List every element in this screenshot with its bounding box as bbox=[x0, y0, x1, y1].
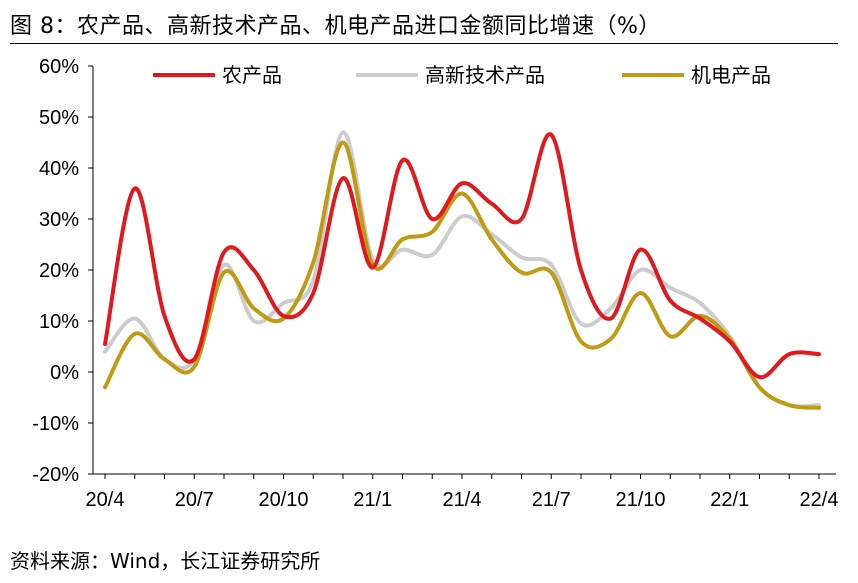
title-divider bbox=[10, 43, 838, 44]
series-line-hightech bbox=[103, 130, 821, 409]
series-line-mech bbox=[103, 140, 821, 410]
y-tick-label: 20% bbox=[39, 260, 79, 282]
legend-label: 农产品 bbox=[222, 63, 282, 87]
x-tick-label: 20/4 bbox=[86, 489, 125, 511]
x-tick-label: 21/1 bbox=[353, 489, 392, 511]
x-tick-label: 20/7 bbox=[175, 489, 214, 511]
y-tick-label: 30% bbox=[39, 209, 79, 231]
legend-label: 机电产品 bbox=[691, 63, 771, 87]
x-tick-label: 21/7 bbox=[532, 489, 571, 511]
legend-item-hightech: 高新技术产品 bbox=[356, 63, 545, 87]
y-tick-label: -20% bbox=[32, 464, 79, 486]
chart-axes: -20% -10% 0% 10% 20% 30% 40% 50% 60% 20/4 20/7 20/1… bbox=[32, 56, 838, 511]
legend-label: 高新技术产品 bbox=[425, 63, 545, 87]
legend-item-agri: 农产品 bbox=[153, 63, 282, 87]
y-tick-label: 60% bbox=[39, 56, 79, 78]
x-tick-label: 21/4 bbox=[443, 489, 482, 511]
y-tick-label: 50% bbox=[39, 107, 79, 129]
y-tick-label: 0% bbox=[50, 362, 79, 384]
chart-series bbox=[103, 130, 821, 410]
y-tick-label: 10% bbox=[39, 311, 79, 333]
chart-title: 图 8：农产品、高新技术产品、机电产品进口金额同比增速（%） bbox=[10, 14, 661, 39]
y-tick-label: 40% bbox=[39, 158, 79, 180]
x-tick-label: 22/1 bbox=[710, 489, 749, 511]
source-note: 资料来源：Wind，长江证券研究所 bbox=[10, 549, 321, 573]
series-line-agri bbox=[103, 132, 821, 380]
x-tick-label: 20/10 bbox=[258, 489, 308, 511]
x-tick-label: 22/4 bbox=[800, 489, 839, 511]
x-tick-label: 21/10 bbox=[615, 489, 665, 511]
chart-legend: 农产品 高新技术产品 机电产品 bbox=[153, 63, 771, 87]
legend-item-mech: 机电产品 bbox=[622, 63, 771, 87]
y-tick-label: -10% bbox=[32, 413, 79, 435]
